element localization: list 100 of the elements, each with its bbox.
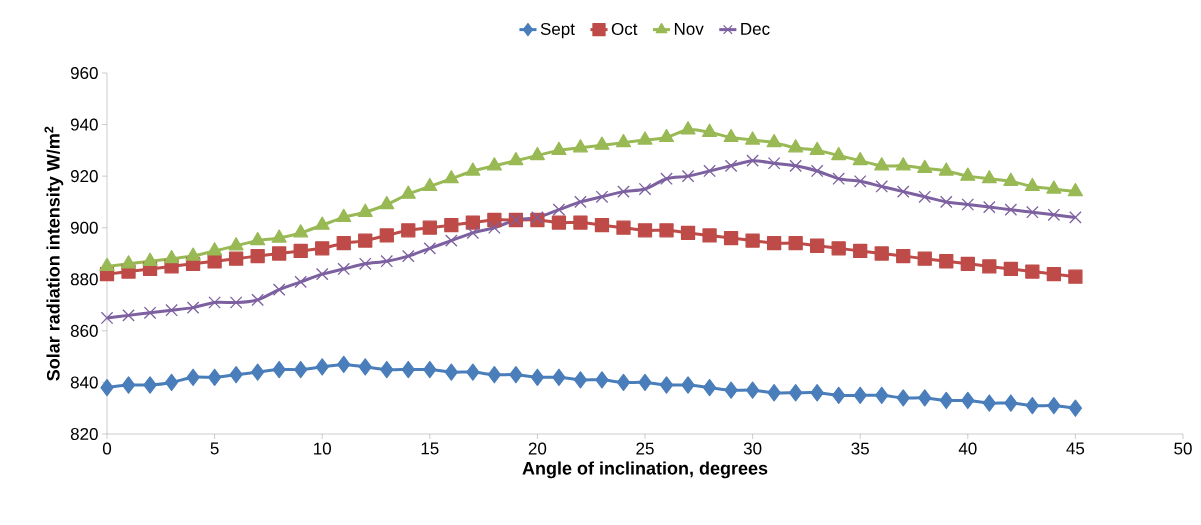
point: [703, 164, 716, 178]
point: [723, 128, 739, 143]
point: [165, 303, 178, 317]
point: [594, 136, 610, 150]
x-tick-label: 50: [1174, 442, 1192, 455]
point: [401, 223, 416, 238]
point: [208, 296, 221, 309]
point: [939, 391, 953, 410]
point: [1004, 394, 1018, 412]
point: [723, 230, 739, 246]
point: [724, 159, 738, 173]
point: [142, 252, 158, 266]
point: [767, 156, 781, 170]
y-tick-label: 820: [70, 427, 98, 441]
x-axis-title: Angle of inclination, degrees: [522, 461, 768, 479]
point: [572, 139, 589, 153]
point: [810, 238, 825, 253]
x-tick-label: 45: [1066, 442, 1085, 455]
point: [120, 255, 137, 269]
point: [337, 262, 351, 276]
legend-label: Nov: [674, 23, 704, 35]
point: [423, 360, 437, 379]
point: [615, 133, 632, 148]
point: [315, 267, 329, 281]
point: [939, 254, 954, 269]
point: [422, 220, 437, 235]
point: [337, 355, 351, 374]
point: [551, 215, 567, 230]
y-tick-label: 860: [70, 324, 98, 337]
point: [981, 170, 997, 184]
point: [960, 256, 975, 271]
point: [896, 389, 910, 407]
point: [701, 123, 718, 137]
point: [831, 146, 847, 161]
point: [616, 373, 631, 392]
point: [766, 133, 782, 148]
point: [228, 251, 244, 266]
point: [443, 170, 459, 184]
point: [465, 215, 480, 230]
point: [207, 242, 223, 256]
point: [961, 391, 975, 410]
point: [358, 257, 372, 271]
point: [1068, 399, 1083, 417]
point: [315, 358, 329, 376]
point: [637, 131, 653, 145]
y-tick-label: 960: [70, 66, 98, 80]
point: [552, 368, 566, 386]
point: [1046, 266, 1062, 282]
legend-label: Dec: [741, 23, 770, 35]
point: [250, 231, 266, 246]
point: [832, 172, 845, 186]
point: [917, 251, 932, 266]
x-tick-label: 0: [102, 442, 112, 455]
point: [767, 384, 781, 402]
point: [788, 236, 803, 251]
point: [486, 157, 502, 171]
y-tick-label: 900: [70, 221, 98, 234]
point: [315, 241, 330, 256]
point: [508, 152, 524, 166]
point: [874, 246, 889, 261]
point: [143, 306, 157, 320]
point: [336, 236, 351, 251]
point: [680, 121, 696, 135]
point: [595, 190, 609, 204]
y-tick-label: 880: [70, 273, 98, 286]
point: [379, 228, 394, 243]
point: [529, 146, 545, 161]
point: [229, 366, 243, 384]
point: [745, 233, 760, 248]
point: [680, 225, 696, 241]
point: [122, 309, 135, 322]
point: [918, 389, 932, 407]
point: [1047, 396, 1061, 415]
point: [358, 358, 372, 376]
point: [875, 180, 889, 193]
legend-label: Sept: [540, 22, 575, 39]
point: [143, 376, 157, 394]
point: [896, 185, 910, 198]
point: [357, 203, 373, 217]
point: [746, 154, 759, 167]
point: [1069, 211, 1082, 224]
point: [895, 157, 911, 171]
point: [681, 376, 695, 394]
point: [982, 259, 997, 274]
point: [100, 311, 114, 325]
point: [251, 363, 265, 381]
point: [509, 366, 523, 384]
point: [724, 381, 738, 399]
point: [466, 226, 480, 240]
point: [530, 368, 545, 386]
point: [788, 139, 804, 153]
point: [1067, 182, 1083, 197]
point: [810, 164, 824, 178]
point: [271, 229, 287, 243]
point: [660, 172, 673, 186]
point: [163, 250, 180, 264]
x-tick-label: 40: [958, 442, 977, 455]
x-tick-label: 20: [528, 442, 547, 455]
legend-label: Oct: [611, 22, 638, 35]
point: [99, 257, 115, 272]
